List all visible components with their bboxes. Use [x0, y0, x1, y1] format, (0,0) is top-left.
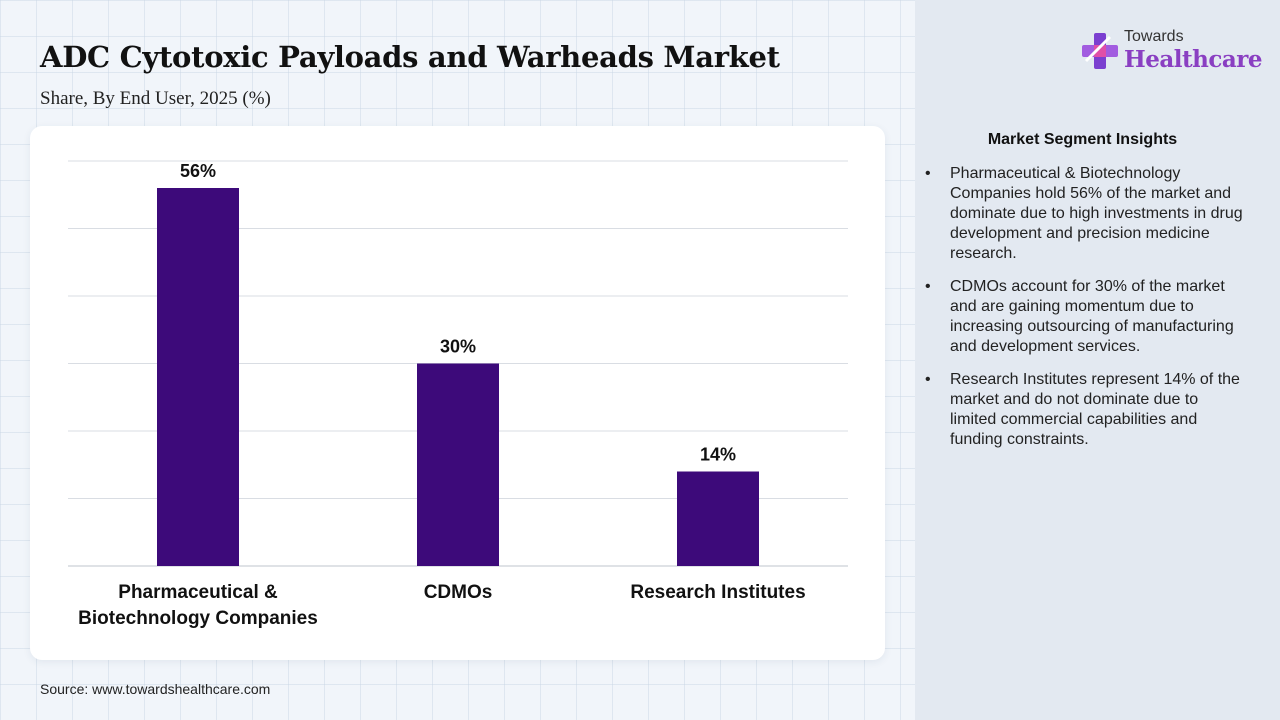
bar [677, 471, 759, 566]
bar [157, 188, 239, 566]
category-label: Research Institutes [630, 582, 805, 603]
insight-item: CDMOs account for 30% of the market and … [925, 277, 1245, 357]
data-label: 30% [440, 337, 476, 357]
data-label: 14% [700, 445, 736, 465]
data-label: 56% [180, 161, 216, 181]
insight-item: Research Institutes represent 14% of the… [925, 370, 1245, 450]
bar [417, 363, 499, 566]
insights-list: Pharmaceutical & Biotechnology Companies… [925, 164, 1245, 463]
category-label: Biotechnology Companies [78, 608, 318, 629]
logo-text-top: Towards [1124, 28, 1184, 45]
category-label: CDMOs [424, 582, 493, 603]
insights-panel [915, 0, 1280, 720]
page-title: ADC Cytotoxic Payloads and Warheads Mark… [40, 40, 780, 74]
chart-card: 56% Pharmaceutical & Biotechnology Compani… [30, 126, 885, 660]
page-subtitle: Share, By End User, 2025 (%) [40, 88, 271, 109]
insight-item: Pharmaceutical & Biotechnology Companies… [925, 164, 1245, 264]
bar-chart: 56% Pharmaceutical & Biotechnology Compani… [68, 160, 848, 629]
medical-cross-icon [1082, 33, 1118, 69]
source-note: Source: www.towardshealthcare.com [40, 681, 271, 697]
logo-text-main: Healthcare [1124, 46, 1263, 73]
brand-logo: Towards Healthcare [1080, 28, 1263, 78]
category-label: Pharmaceutical & [118, 582, 278, 603]
insights-title: Market Segment Insights [987, 131, 1178, 148]
